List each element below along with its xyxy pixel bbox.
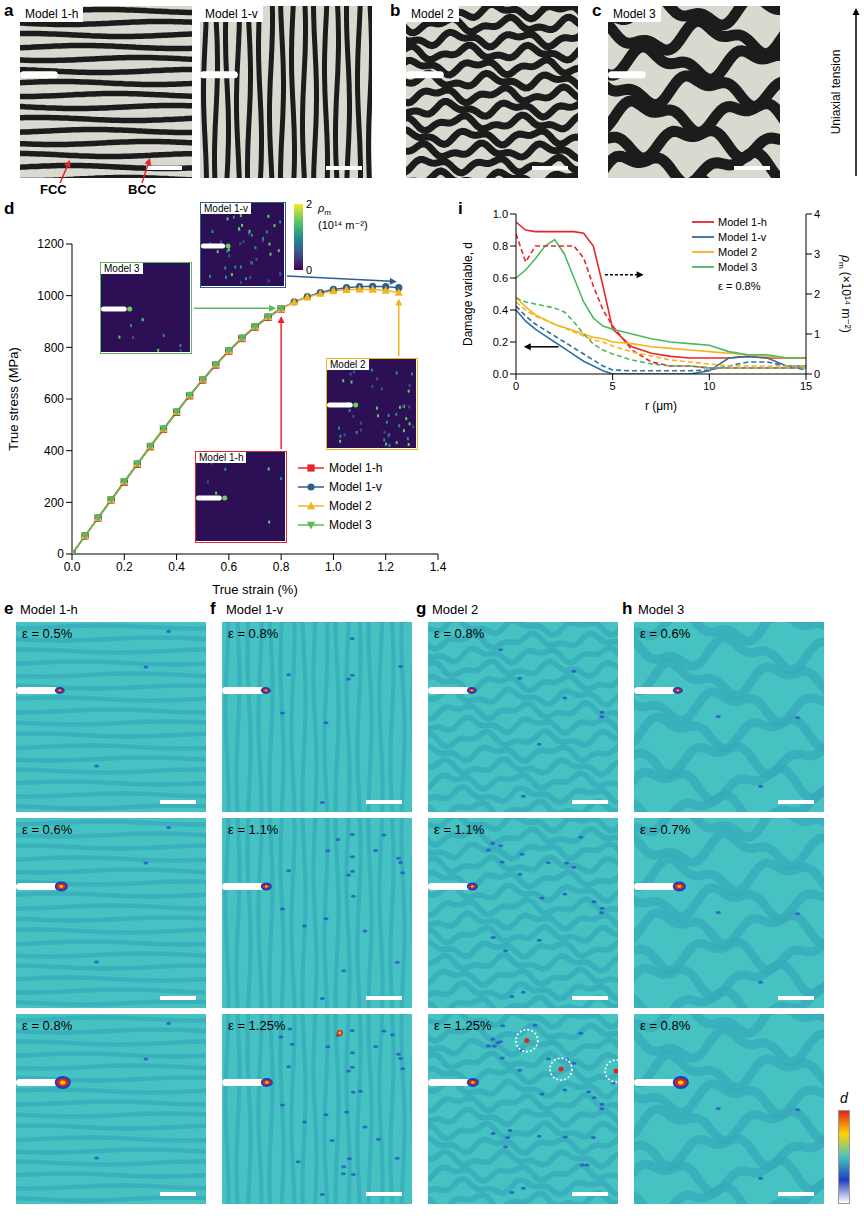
- html-text:Model 1-h: Model 1-h: [718, 215, 767, 228]
- svg-text:2: 2: [814, 288, 820, 300]
- svg-text:0: 0: [513, 380, 519, 392]
- html-text:Model 1-v: Model 1-v: [329, 479, 382, 494]
- svg-text:0: 0: [814, 368, 820, 380]
- svg-text:400: 400: [44, 444, 64, 458]
- svg-text:0.8: 0.8: [273, 560, 290, 574]
- svg-text:5: 5: [610, 380, 616, 392]
- svg-text:10: 10: [703, 380, 715, 392]
- svg-text:1.4: 1.4: [430, 560, 447, 574]
- html-text:(×10¹⁴ m⁻²): (×10¹⁴ m⁻²): [839, 271, 853, 333]
- html-text:d: d: [4, 199, 15, 218]
- html-text:ε = 0.5%: ε = 0.5%: [22, 626, 73, 641]
- html-text:ε = 1.25%: ε = 1.25%: [228, 1018, 286, 1033]
- html-text:ε = 1.1%: ε = 1.1%: [228, 822, 279, 837]
- svg-text:0.4: 0.4: [493, 304, 508, 316]
- html-text:(10¹⁴ m⁻²): (10¹⁴ m⁻²): [318, 219, 368, 232]
- html-text:ε = 0.8%: ε = 0.8%: [22, 1018, 73, 1033]
- html-text:ρ: ρ: [839, 255, 853, 262]
- html-text:ε = 0.8%: ε = 0.8%: [434, 626, 485, 641]
- html-text:ε = 0.6%: ε = 0.6%: [22, 822, 73, 837]
- html-text:g Model 2: g Model 2: [416, 599, 479, 618]
- html-text:ε = 0.8%: ε = 0.8%: [718, 280, 761, 292]
- html-text:Model 2: Model 2: [411, 7, 454, 21]
- html-text:Model 3: Model 3: [613, 7, 656, 21]
- html-text:ε = 0.6%: ε = 0.6%: [640, 626, 691, 641]
- html-text:ε = 0.8%: ε = 0.8%: [640, 1018, 691, 1033]
- html-text:Model 2: Model 2: [329, 498, 372, 513]
- html-text:True stress (MPa): True stress (MPa): [6, 347, 21, 451]
- svg-text:0.2: 0.2: [116, 560, 133, 574]
- svg-text:0.8: 0.8: [493, 240, 508, 252]
- svg-text:1.0: 1.0: [325, 560, 342, 574]
- svg-text:3: 3: [814, 248, 820, 260]
- html-text:b: b: [390, 1, 401, 20]
- html-text:Model 1-v: Model 1-v: [205, 7, 258, 21]
- html-text:h Model 3: h Model 3: [622, 599, 685, 618]
- html-text:Model 1-h: Model 1-h: [199, 452, 244, 463]
- svg-text:0.6: 0.6: [221, 560, 238, 574]
- html-text:Model 1-v: Model 1-v: [204, 203, 248, 214]
- html-text:ε = 0.7%: ε = 0.7%: [640, 822, 691, 837]
- html-text:e Model 1-h: e Model 1-h: [4, 599, 78, 618]
- html-text:FCC: FCC: [40, 182, 67, 197]
- html-text:Model 2: Model 2: [718, 245, 758, 258]
- html-text:Model 2: Model 2: [330, 359, 366, 370]
- svg-text:200: 200: [44, 496, 64, 510]
- html-text:Uniaxial tension: Uniaxial tension: [829, 49, 843, 135]
- html-text:Model 3: Model 3: [718, 260, 758, 273]
- svg-text:1: 1: [814, 328, 820, 340]
- html-text:Model 1-v: Model 1-v: [226, 602, 284, 617]
- html-text:BCC: BCC: [128, 182, 157, 197]
- svg-text:1.2: 1.2: [377, 560, 394, 574]
- svg-text:0.0: 0.0: [493, 368, 508, 380]
- html-text:m: m: [836, 262, 846, 269]
- svg-text:1000: 1000: [37, 289, 64, 303]
- html-text:2: 2: [306, 198, 313, 210]
- html-text:c: c: [592, 1, 602, 20]
- html-text:d: d: [840, 1090, 848, 1106]
- svg-text:0.0: 0.0: [64, 560, 81, 574]
- html-text:Damage variable, d: Damage variable, d: [461, 242, 475, 346]
- html-text:Model 1-v: Model 1-v: [718, 230, 767, 243]
- html-text:i: i: [458, 199, 463, 218]
- svg-text:0.2: 0.2: [493, 336, 508, 348]
- html-text:ε = 0.8%: ε = 0.8%: [228, 626, 279, 641]
- svg-text:800: 800: [44, 341, 64, 355]
- html-text:ε = 1.1%: ε = 1.1%: [434, 822, 485, 837]
- html-text:a: a: [4, 1, 14, 20]
- svg-text:0: 0: [57, 547, 64, 561]
- svg-text:600: 600: [44, 392, 64, 406]
- svg-text:True strain (%): True strain (%): [212, 582, 297, 597]
- html-text:ε = 1.25%: ε = 1.25%: [434, 1018, 492, 1033]
- svg-text:15: 15: [800, 380, 812, 392]
- html-text:Model 3: Model 3: [104, 263, 140, 274]
- svg-text:1.0: 1.0: [493, 208, 508, 220]
- html-text:ρm: ρm: [318, 202, 331, 218]
- svg-text:r (μm): r (μm): [645, 399, 677, 413]
- html-text:0: 0: [306, 264, 313, 276]
- html-text:Model 3: Model 3: [329, 517, 372, 532]
- svg-text:1200: 1200: [37, 237, 64, 251]
- svg-text:0.6: 0.6: [493, 272, 508, 284]
- svg-text:0.4: 0.4: [168, 560, 185, 574]
- html-text:Model 1-h: Model 1-h: [329, 460, 383, 475]
- html-text:Model 1-h: Model 1-h: [25, 7, 79, 21]
- html-text:f: f: [210, 599, 216, 618]
- svg-text:4: 4: [814, 208, 820, 220]
